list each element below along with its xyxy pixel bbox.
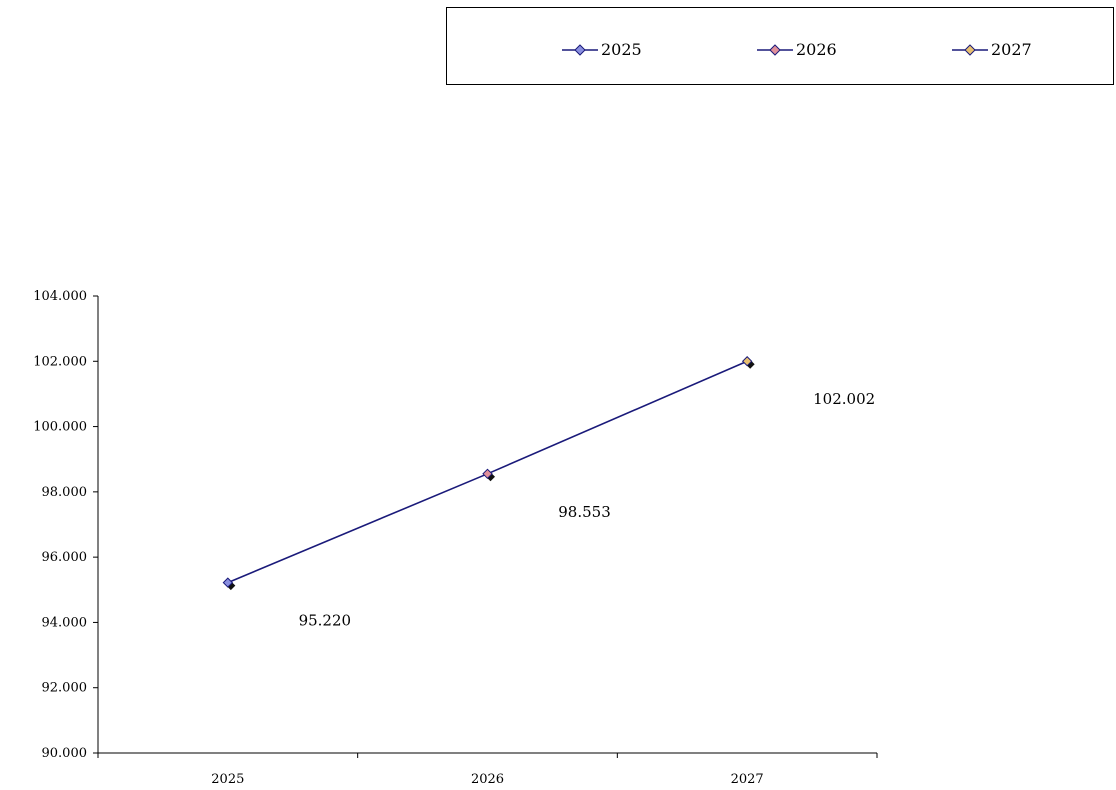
y-tick-label: 92.000: [42, 681, 88, 696]
y-tick-label: 90.000: [42, 746, 88, 761]
data-point-marker: [741, 356, 753, 367]
legend-entry-2026: 2026: [757, 40, 837, 60]
y-tick-label: 104.000: [33, 289, 87, 304]
legend-marker-icon: [952, 44, 988, 56]
legend-label: 2025: [601, 40, 642, 59]
data-point-marker: [222, 577, 234, 588]
x-tick-label: 2026: [471, 772, 504, 787]
legend-marker-icon: [757, 44, 793, 56]
legend-entry-2027: 2027: [952, 40, 1032, 60]
y-tick-label: 98.000: [42, 485, 88, 500]
data-value-label: 98.553: [558, 503, 611, 521]
y-tick-label: 96.000: [42, 550, 88, 565]
legend-entry-2025: 2025: [562, 40, 642, 60]
legend-marker-icon: [562, 44, 598, 56]
data-value-label: 102.002: [813, 390, 875, 408]
x-tick-label: 2027: [731, 772, 764, 787]
y-tick-label: 100.000: [33, 420, 87, 435]
x-tick-label: 2025: [211, 772, 244, 787]
legend-label: 2027: [991, 40, 1032, 59]
data-value-label: 95.220: [299, 612, 352, 630]
y-tick-label: 102.000: [33, 354, 87, 369]
y-tick-label: 94.000: [42, 615, 88, 630]
chart-legend: 2025 2026 2027: [446, 7, 1114, 85]
data-point-marker: [482, 468, 493, 480]
legend-label: 2026: [796, 40, 837, 59]
